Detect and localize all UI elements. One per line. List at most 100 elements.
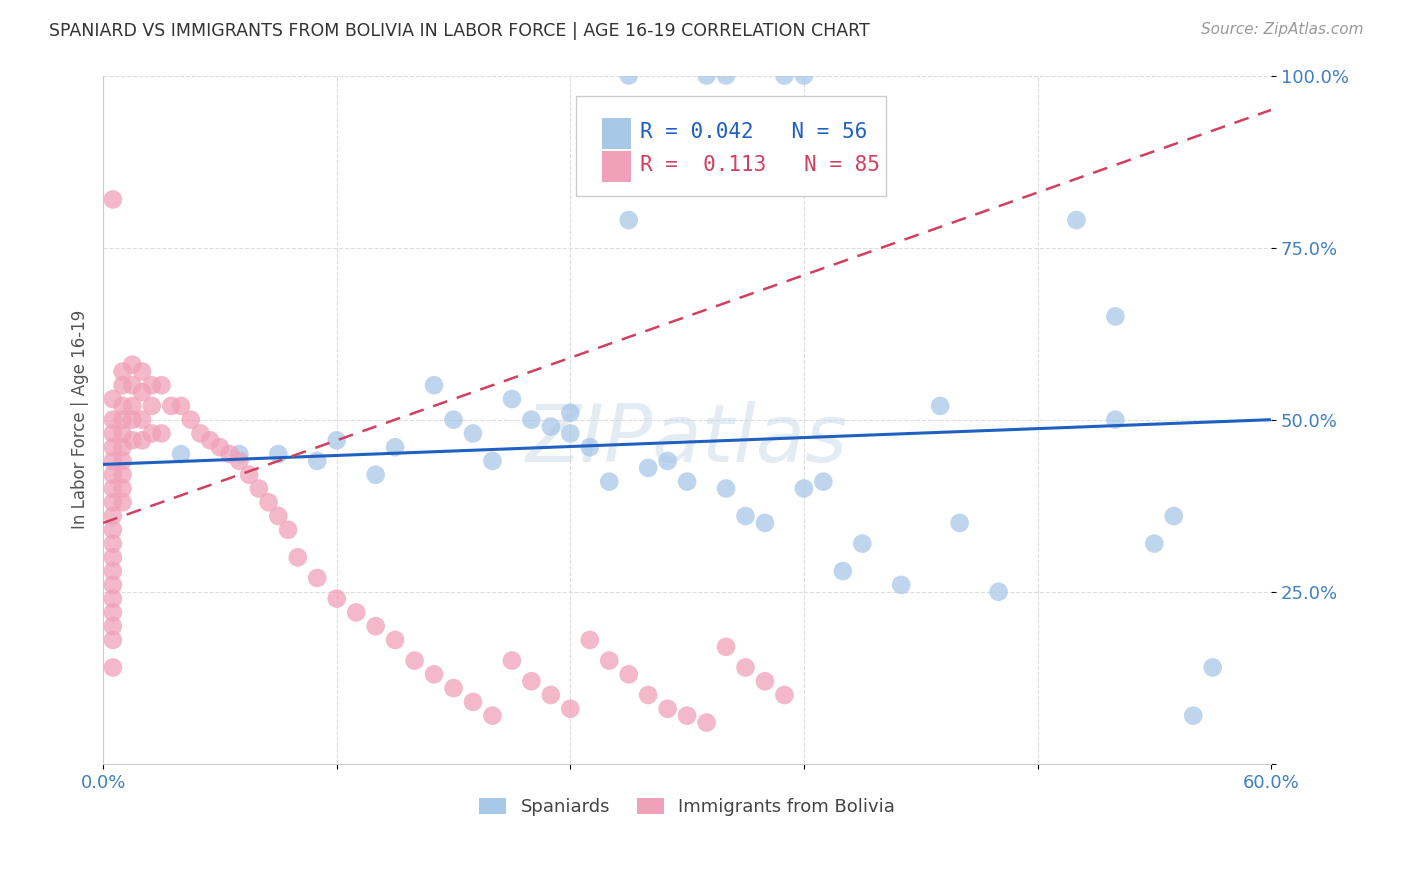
- Legend: Spaniards, Immigrants from Bolivia: Spaniards, Immigrants from Bolivia: [471, 791, 903, 823]
- Point: [949, 516, 972, 530]
- Text: R =  0.113   N = 85: R = 0.113 N = 85: [640, 155, 880, 175]
- FancyBboxPatch shape: [602, 119, 631, 149]
- FancyBboxPatch shape: [602, 152, 631, 182]
- Point: [1202, 660, 1225, 674]
- Point: [111, 364, 134, 378]
- Point: [228, 447, 250, 461]
- Point: [560, 702, 582, 716]
- Point: [1066, 213, 1088, 227]
- Point: [831, 564, 853, 578]
- Point: [131, 412, 153, 426]
- Point: [423, 667, 446, 681]
- Point: [150, 426, 173, 441]
- Point: [111, 378, 134, 392]
- Point: [813, 475, 835, 489]
- Point: [267, 509, 290, 524]
- Point: [111, 426, 134, 441]
- Point: [793, 69, 815, 83]
- Point: [734, 660, 756, 674]
- Point: [267, 447, 290, 461]
- Text: R = 0.042   N = 56: R = 0.042 N = 56: [640, 122, 868, 142]
- Point: [101, 440, 124, 454]
- Point: [481, 454, 503, 468]
- Point: [101, 536, 124, 550]
- Point: [111, 482, 134, 496]
- Point: [111, 412, 134, 426]
- Point: [734, 509, 756, 524]
- Point: [101, 660, 124, 674]
- Point: [101, 578, 124, 592]
- Point: [101, 606, 124, 620]
- Point: [617, 69, 640, 83]
- Point: [111, 454, 134, 468]
- Point: [578, 632, 600, 647]
- Point: [754, 674, 776, 689]
- Point: [657, 702, 679, 716]
- Point: [121, 412, 143, 426]
- Point: [101, 467, 124, 482]
- Point: [461, 695, 484, 709]
- Point: [101, 193, 124, 207]
- Point: [560, 406, 582, 420]
- Point: [141, 399, 163, 413]
- Point: [423, 378, 446, 392]
- Point: [890, 578, 912, 592]
- Point: [141, 426, 163, 441]
- Point: [344, 606, 367, 620]
- Point: [637, 688, 659, 702]
- Point: [793, 482, 815, 496]
- Point: [101, 412, 124, 426]
- Point: [238, 467, 260, 482]
- Point: [773, 688, 796, 702]
- Point: [617, 667, 640, 681]
- Point: [578, 440, 600, 454]
- Point: [307, 571, 329, 585]
- Text: ZIPatlas: ZIPatlas: [526, 401, 848, 479]
- Point: [121, 399, 143, 413]
- Text: SPANIARD VS IMMIGRANTS FROM BOLIVIA IN LABOR FORCE | AGE 16-19 CORRELATION CHART: SPANIARD VS IMMIGRANTS FROM BOLIVIA IN L…: [49, 22, 870, 40]
- Point: [325, 591, 347, 606]
- Point: [520, 412, 543, 426]
- Point: [520, 674, 543, 689]
- Point: [287, 550, 309, 565]
- Point: [101, 550, 124, 565]
- Point: [714, 640, 737, 654]
- Point: [929, 399, 952, 413]
- Point: [714, 69, 737, 83]
- Point: [101, 509, 124, 524]
- Point: [364, 619, 387, 633]
- Point: [180, 412, 202, 426]
- Point: [101, 482, 124, 496]
- Point: [277, 523, 299, 537]
- Point: [443, 681, 465, 695]
- Point: [481, 708, 503, 723]
- Point: [851, 536, 873, 550]
- Point: [131, 434, 153, 448]
- Point: [501, 654, 523, 668]
- Point: [101, 495, 124, 509]
- Point: [461, 426, 484, 441]
- Point: [637, 460, 659, 475]
- Point: [598, 654, 620, 668]
- Point: [121, 358, 143, 372]
- Point: [364, 467, 387, 482]
- Point: [987, 584, 1010, 599]
- Point: [111, 495, 134, 509]
- Point: [1104, 310, 1126, 324]
- Point: [676, 475, 699, 489]
- FancyBboxPatch shape: [576, 96, 886, 196]
- Point: [208, 440, 231, 454]
- Point: [131, 385, 153, 400]
- Point: [617, 213, 640, 227]
- Y-axis label: In Labor Force | Age 16-19: In Labor Force | Age 16-19: [72, 310, 89, 529]
- Point: [218, 447, 240, 461]
- Point: [384, 632, 406, 647]
- Point: [1182, 708, 1205, 723]
- Point: [247, 482, 270, 496]
- Point: [325, 434, 347, 448]
- Point: [754, 516, 776, 530]
- Point: [501, 392, 523, 406]
- Point: [101, 454, 124, 468]
- Point: [773, 69, 796, 83]
- Point: [160, 399, 183, 413]
